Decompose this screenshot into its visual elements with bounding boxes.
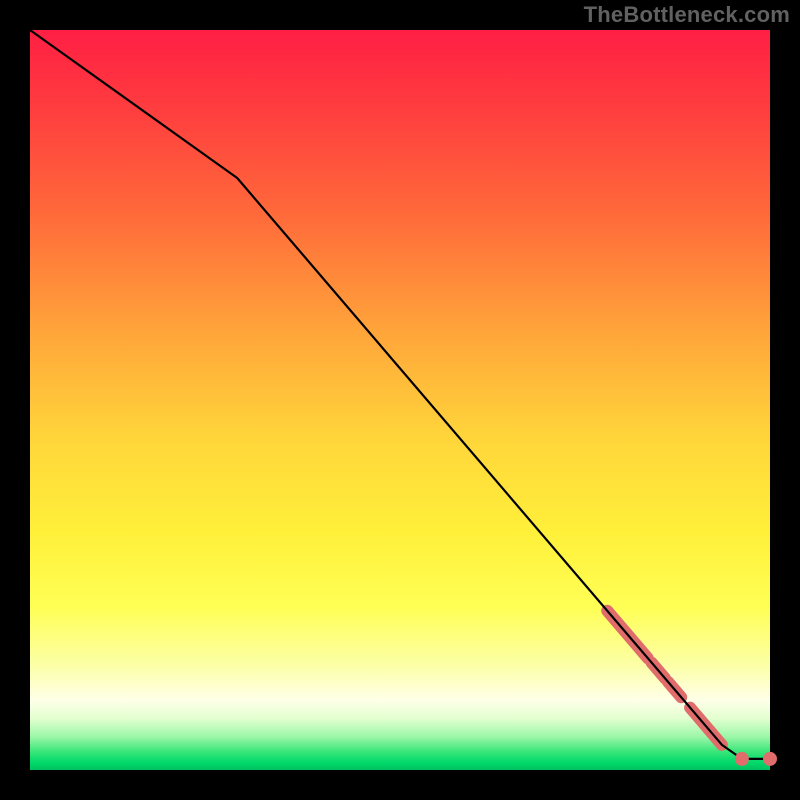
chart-stage: TheBottleneck.com [0, 0, 800, 800]
watermark-text: TheBottleneck.com [584, 2, 790, 28]
bottleneck-chart [0, 0, 800, 800]
chart-background [30, 30, 770, 770]
endpoint-marker [735, 752, 749, 766]
endpoint-marker [763, 752, 777, 766]
